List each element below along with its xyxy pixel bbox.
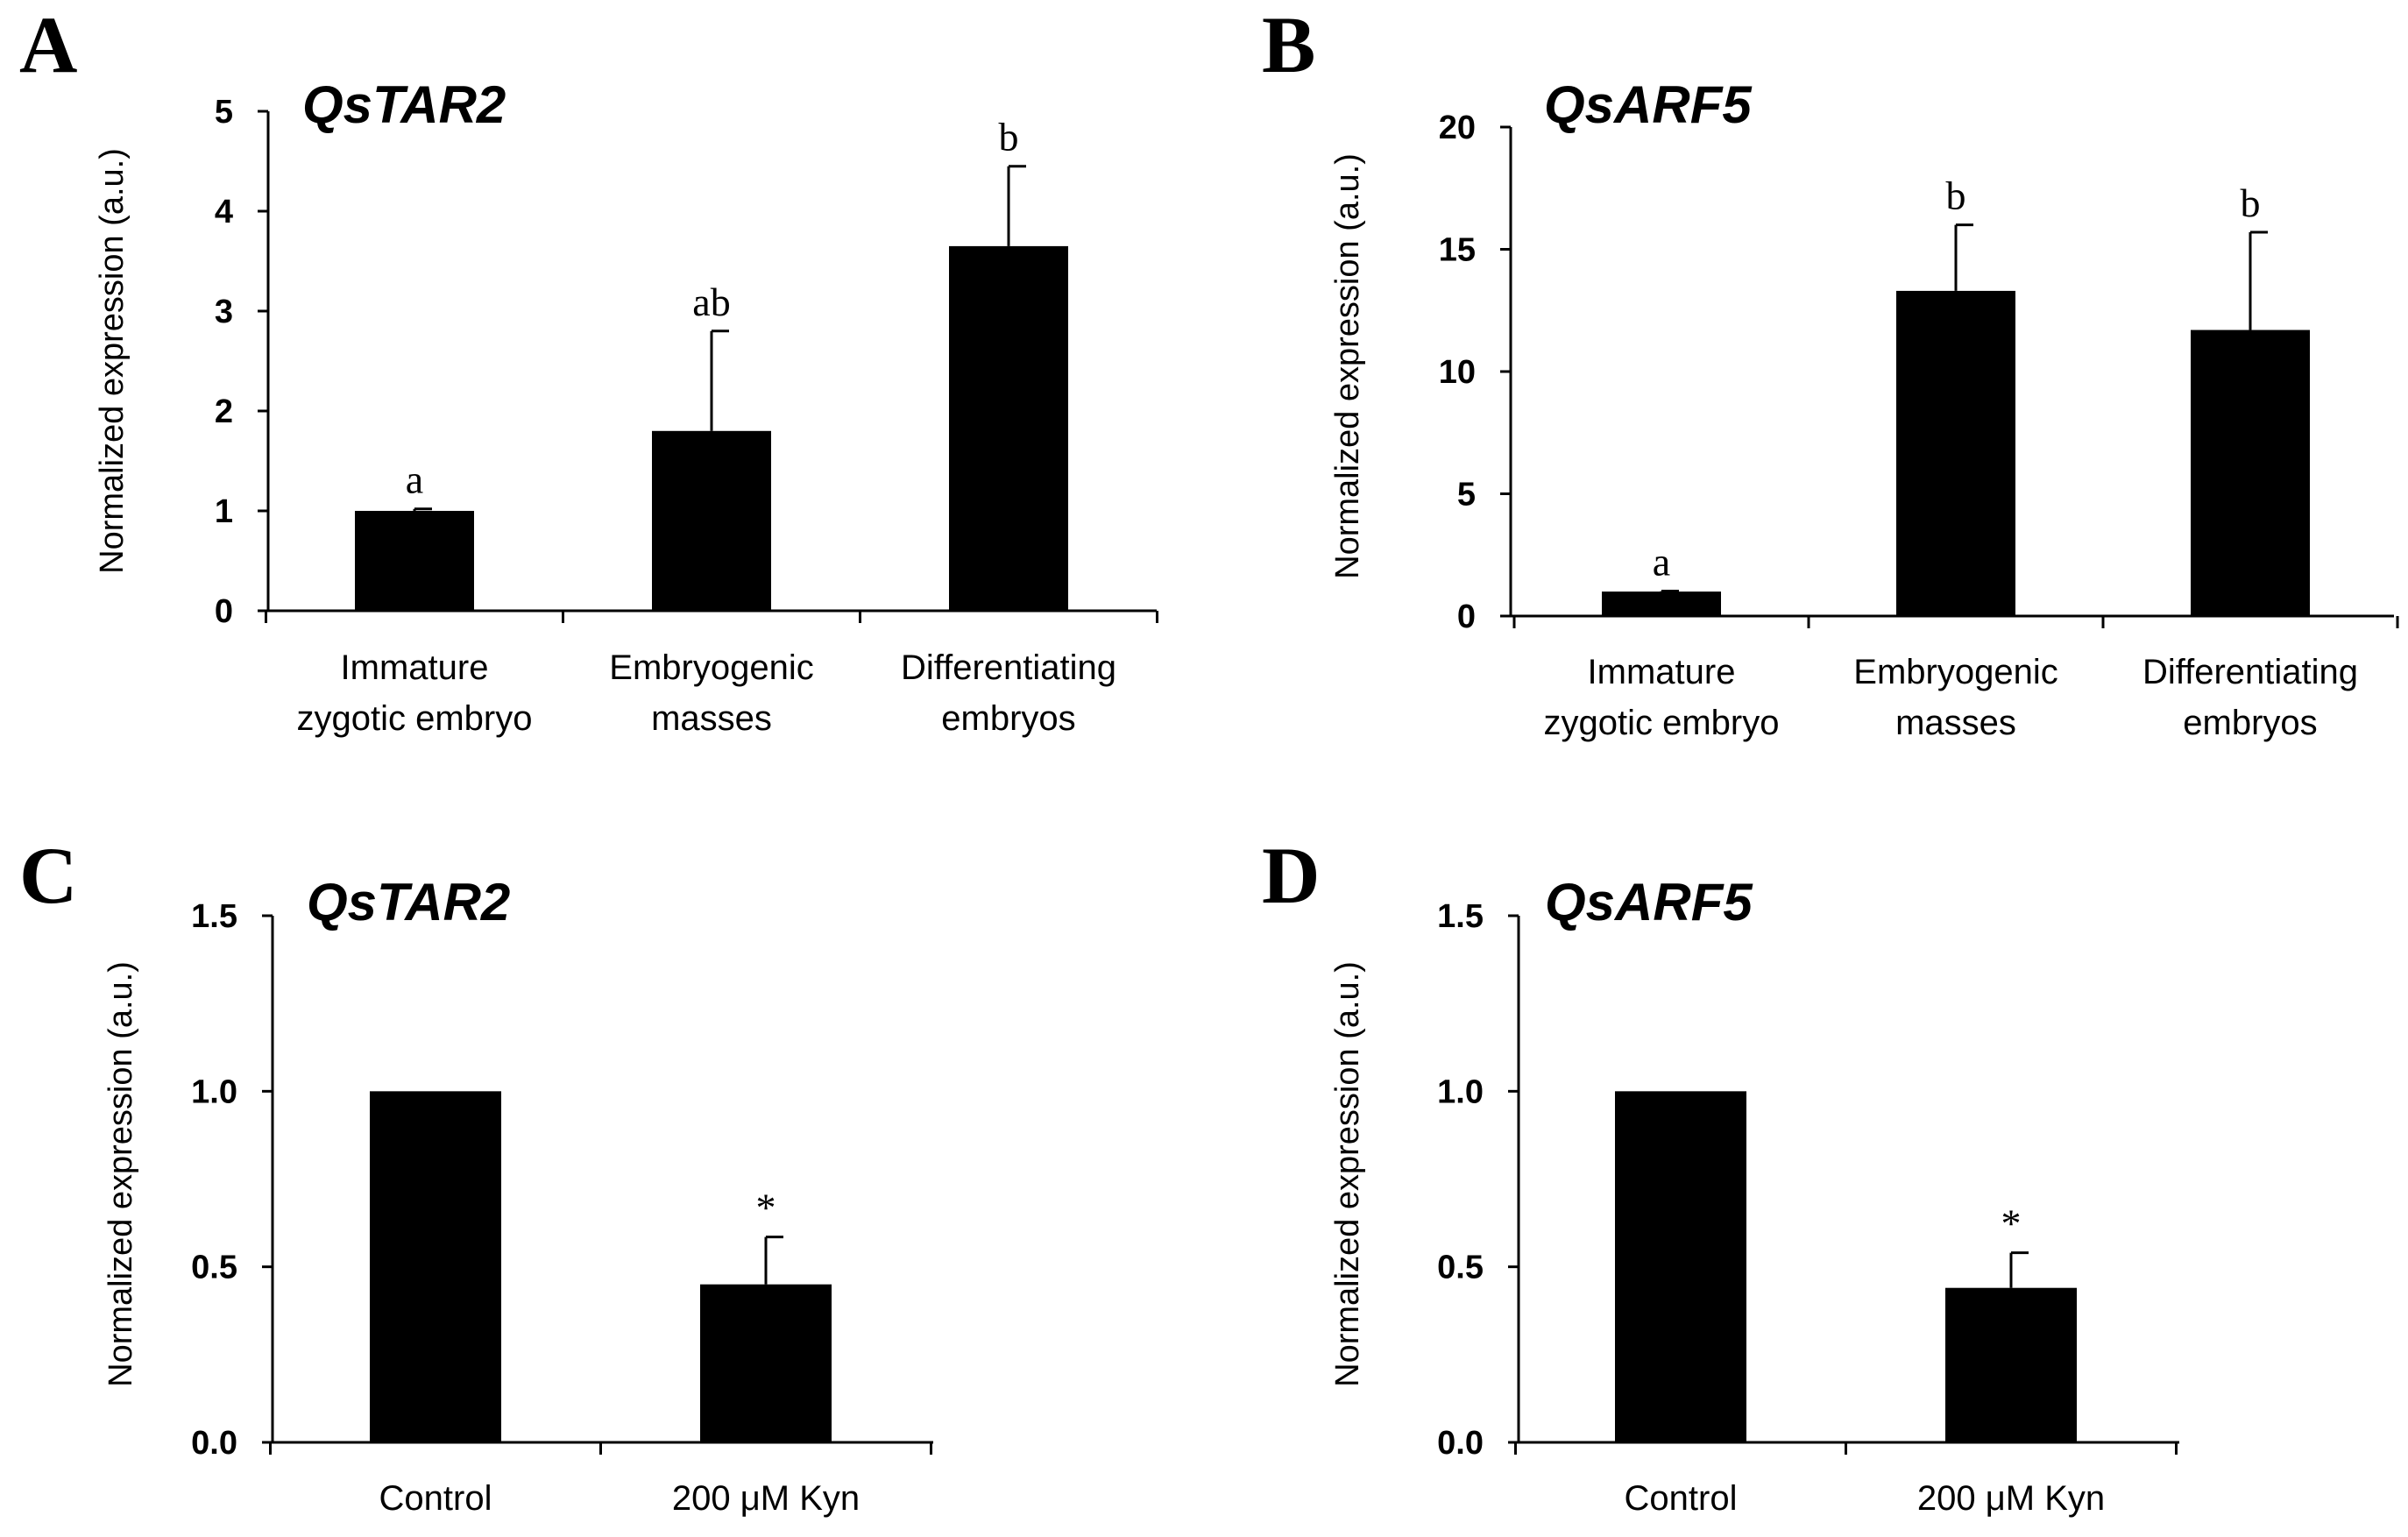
significance-label: b [2241,181,2261,225]
x-tick-label: Control [1625,1479,1738,1518]
significance-label: b [999,115,1019,159]
panel-letter: A [19,0,77,89]
panel-letter: B [1262,0,1315,89]
panel-letter: C [19,831,77,920]
y-tick-label: 2 [215,393,233,430]
x-tick-label: embryos [2183,704,2317,742]
significance-label: a [406,457,423,502]
bar [370,1091,501,1442]
x-tick-label: Immature [1588,653,1736,691]
chart-title: QsARF5 [1545,873,1753,931]
y-tick-label: 5 [1457,477,1476,514]
chart-title: QsARF5 [1544,75,1753,134]
y-axis-label: Normalized expression (a.u.) [1329,153,1366,579]
x-tick-label: zygotic embryo [1544,704,1780,742]
chart-panel-d: D QsARF5 Normalized expression (a.u.) 0.0 0.… [1262,831,2179,1518]
y-tick-label: 0.5 [1437,1250,1484,1286]
y-tick-label: 4 [215,194,233,230]
x-tick-label: Differentiating [2142,653,2358,691]
x-tick-label: zygotic embryo [297,699,533,738]
bar [2191,329,2310,616]
significance-label: b [1946,174,1966,218]
y-tick-label: 0 [1457,599,1476,635]
chart-title: QsTAR2 [302,75,506,134]
y-tick-label: 3 [215,294,233,330]
chart-panel-a: A QsTAR2 Normalized expression (a.u.) 0 1 2 3 4… [19,0,1158,738]
x-tick-label: masses [651,699,772,738]
bar [1896,290,2015,616]
y-tick-label: 0.0 [1437,1425,1484,1462]
bar [1602,591,1721,616]
significance-label: ab [692,280,730,324]
chart-panel-c: C QsTAR2 Normalized expression (a.u.) 0.0 0.… [19,831,933,1518]
x-tick-label: embryos [941,699,1075,738]
x-tick-label: Embryogenic [1853,653,2057,691]
y-tick-label: 1.5 [191,898,237,935]
significance-label: * [756,1186,776,1230]
y-axis-label: Normalized expression (a.u.) [94,148,131,574]
y-axis-label: Normalized expression (a.u.) [1329,961,1366,1387]
significance-label: * [2001,1201,2022,1246]
significance-label: a [1653,540,1670,584]
x-tick-label: Control [379,1479,492,1518]
y-tick-label: 0 [215,593,233,630]
y-tick-label: 1.0 [1437,1073,1484,1110]
y-tick-label: 0.0 [191,1425,237,1462]
y-tick-label: 20 [1439,110,1476,146]
x-tick-label: Embryogenic [609,648,813,687]
y-tick-label: 1 [215,493,233,530]
y-tick-label: 1.0 [191,1073,237,1110]
bar [1615,1091,1746,1442]
bar [652,430,771,611]
x-tick-label: masses [1895,704,2016,742]
bar [355,511,474,611]
y-axis-label: Normalized expression (a.u.) [103,961,139,1387]
chart-title: QsTAR2 [307,873,510,931]
y-tick-label: 15 [1439,232,1476,269]
x-tick-label: 200 μM Kyn [672,1479,860,1518]
panel-letter: D [1262,831,1320,920]
x-tick-label: 200 μM Kyn [1917,1479,2105,1518]
y-tick-label: 5 [215,94,233,131]
chart-panel-b: B QsARF5 Normalized expression (a.u.) 0 5 10 1… [1262,0,2399,742]
y-tick-label: 1.5 [1437,898,1484,935]
y-tick-label: 0.5 [191,1250,237,1286]
bar [700,1284,832,1442]
bar [1945,1287,2077,1442]
x-tick-label: Immature [341,648,489,687]
x-tick-label: Differentiating [901,648,1116,687]
y-tick-label: 10 [1439,354,1476,391]
bar [949,245,1068,611]
